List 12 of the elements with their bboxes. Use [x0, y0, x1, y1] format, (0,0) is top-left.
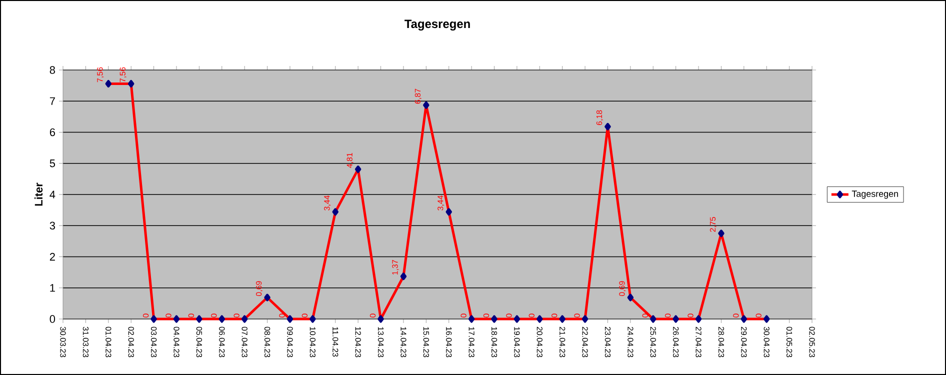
y-tick-label: 2: [50, 252, 55, 261]
y-tick-label: 8: [50, 66, 55, 74]
legend-label: Tagesregen: [852, 190, 898, 199]
y-tick-label: 3: [50, 222, 55, 230]
y-tick-label: 5: [50, 160, 56, 168]
y-tick-label: 6: [50, 128, 55, 136]
y-tick-label: 1: [50, 284, 55, 292]
y-axis-title: Liter: [34, 182, 43, 206]
y-tick-label: 7: [50, 97, 55, 105]
y-tick-label: 4: [50, 190, 56, 198]
y-tick-label: 0: [50, 315, 56, 323]
chart-title: Tagesregen: [404, 20, 470, 30]
